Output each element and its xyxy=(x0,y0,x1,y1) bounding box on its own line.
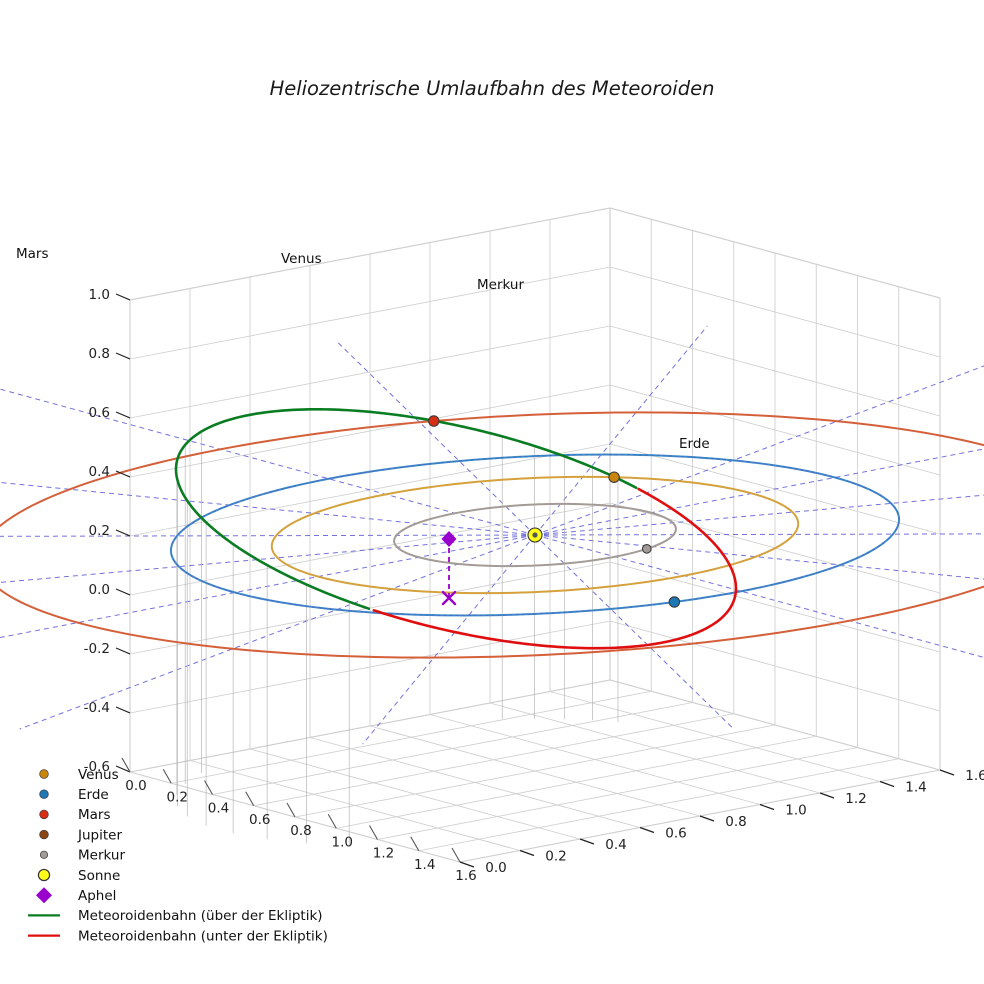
z-tick-1: 0.8 xyxy=(89,346,110,362)
label-venus: Venus xyxy=(281,251,322,267)
x-tick-2: 0.4 xyxy=(208,801,229,817)
legend-label: Meteoroidenbahn (über der Ekliptik) xyxy=(78,908,323,924)
legend-label: Erde xyxy=(78,787,109,803)
y-tick-3: 0.6 xyxy=(665,826,686,842)
legend-label: Venus xyxy=(78,767,119,783)
sun-core xyxy=(532,532,538,538)
label-merkur: Merkur xyxy=(477,277,524,293)
y-tick-2: 0.4 xyxy=(605,837,626,853)
x-tick-6: 1.2 xyxy=(373,846,394,862)
x-tick-4: 0.8 xyxy=(290,823,311,839)
marker-aphel xyxy=(441,531,457,547)
legend-item-aphel[interactable]: Aphel xyxy=(36,887,116,904)
y-tick-8: 1.6 xyxy=(965,768,984,784)
legend-label: Mars xyxy=(78,807,111,823)
legend-item-merkur[interactable]: Merkur xyxy=(39,848,125,864)
legend-label: Merkur xyxy=(78,848,125,864)
z-tick-6: -0.2 xyxy=(84,641,110,657)
legend-circle-marker xyxy=(39,809,49,820)
legend-circle-marker xyxy=(39,769,49,779)
y-tick-6: 1.2 xyxy=(845,791,866,807)
x-tick-7: 1.4 xyxy=(414,857,435,873)
axis-tick-labels: 1.0 0.8 0.6 0.4 0.2 0.0 -0.2 -0.4 -0.6 0.0 0.2 0.4 0… xyxy=(84,287,984,884)
z-tick-2: 0.6 xyxy=(89,405,110,421)
x-tick-8: 1.6 xyxy=(455,868,476,884)
marker-mars xyxy=(428,415,440,427)
marker-aphel-projection xyxy=(441,590,457,606)
y-tick-4: 0.8 xyxy=(725,814,746,830)
legend-item-mars[interactable]: Mars xyxy=(39,807,111,823)
x-tick-5: 1.0 xyxy=(332,834,353,850)
legend-item-sonne[interactable]: Sonne xyxy=(37,868,120,884)
axis-ticks xyxy=(115,293,955,868)
legend-circle-marker xyxy=(39,829,49,840)
page-title: Heliozentrische Umlaufbahn des Meteoroid… xyxy=(270,77,715,100)
marker-venus xyxy=(608,471,620,483)
legend-diamond-marker xyxy=(36,887,52,904)
legend-item-jupiter[interactable]: Jupiter xyxy=(39,827,123,843)
legend-item-meteoroidenbahn-unter-der-ekliptik[interactable]: Meteoroidenbahn (unter der Ekliptik) xyxy=(28,928,328,944)
meteoroid-orbit xyxy=(174,407,738,650)
legend-label: Jupiter xyxy=(77,827,122,843)
label-mars: Mars xyxy=(16,246,49,262)
marker-merkur xyxy=(641,543,652,554)
planet-orbits xyxy=(0,411,984,659)
legend-label: Sonne xyxy=(78,868,120,884)
x-tick-3: 0.6 xyxy=(249,812,270,828)
y-tick-1: 0.2 xyxy=(545,849,566,865)
z-tick-5: 0.0 xyxy=(89,582,110,598)
marker-erde xyxy=(668,596,681,608)
z-tick-0: 1.0 xyxy=(89,287,110,303)
legend-item-erde[interactable]: Erde xyxy=(39,787,109,803)
legend-circle-marker xyxy=(39,789,49,799)
legend-label: Meteoroidenbahn (unter der Ekliptik) xyxy=(78,928,328,944)
legend-circle-marker xyxy=(37,868,51,882)
z-tick-3: 0.4 xyxy=(89,464,110,480)
label-erde: Erde xyxy=(679,436,710,452)
legend-item-venus[interactable]: Venus xyxy=(39,767,119,783)
z-tick-7: -0.4 xyxy=(84,700,110,716)
legend-item-meteoroidenbahn-ber-der-ekliptik[interactable]: Meteoroidenbahn (über der Ekliptik) xyxy=(28,908,323,924)
body-markers xyxy=(428,415,681,608)
x-tick-0: 0.0 xyxy=(125,778,146,794)
y-tick-5: 1.0 xyxy=(785,803,806,819)
z-tick-4: 0.2 xyxy=(89,523,110,539)
orbit-stem-lines xyxy=(176,431,619,846)
y-tick-0: 0.0 xyxy=(485,860,506,876)
x-tick-1: 0.2 xyxy=(167,789,188,805)
z-tick-8: -0.6 xyxy=(84,759,110,775)
legend: Venus Erde Mars Jupiter Merkur Sonne Aphel Mete… xyxy=(28,767,328,944)
body-text-labels: Mars Venus Merkur Erde xyxy=(16,246,710,452)
ecliptic-guide-lines xyxy=(0,325,984,745)
legend-label: Aphel xyxy=(78,888,116,904)
legend-circle-marker xyxy=(39,850,49,859)
y-tick-7: 1.4 xyxy=(905,780,926,796)
